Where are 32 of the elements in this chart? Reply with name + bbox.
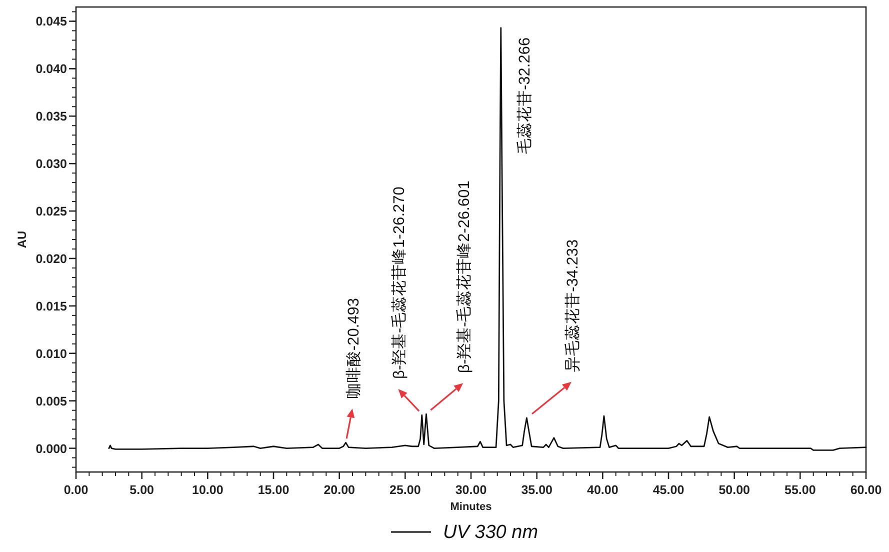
annotation: 异毛蕊花苷-34.233 bbox=[563, 239, 582, 372]
x-tick-label: 40.00 bbox=[587, 483, 618, 497]
y-tick-label: 0.015 bbox=[36, 299, 68, 314]
annotation: β-羟基-毛蕊花苷峰2-26.601 bbox=[455, 180, 474, 374]
legend-label: UV 330 nm bbox=[443, 522, 538, 543]
annotation: 毛蕊花苷-32.266 bbox=[515, 37, 534, 154]
y-tick-label: 0.010 bbox=[36, 346, 68, 361]
y-tick-label: 0.030 bbox=[36, 157, 68, 172]
y-tick-label: 0.000 bbox=[36, 442, 68, 456]
y-tick-label: 0.035 bbox=[36, 110, 68, 124]
x-tick-label: 15.00 bbox=[258, 483, 290, 497]
y-tick-label: 0.005 bbox=[36, 394, 68, 408]
y-tick-label: 0.040 bbox=[36, 62, 68, 76]
y-tick-label: 0.025 bbox=[36, 204, 68, 219]
x-tick-label: 25.00 bbox=[390, 483, 421, 497]
x-tick-label: 50.00 bbox=[718, 483, 750, 497]
x-tick-label: 10.00 bbox=[192, 483, 224, 497]
x-tick-label: 45.00 bbox=[652, 483, 684, 497]
annotation: 咖啡酸-20.493 bbox=[344, 298, 362, 399]
y-tick-label: 0.045 bbox=[36, 14, 68, 29]
x-tick-label: 5.00 bbox=[130, 483, 154, 497]
x-tick-label: 55.00 bbox=[784, 483, 816, 497]
x-axis-title: Minutes bbox=[450, 501, 492, 513]
x-tick-label: 60.00 bbox=[850, 483, 882, 497]
x-tick-label: 30.00 bbox=[455, 483, 487, 497]
x-tick-label: 35.00 bbox=[521, 483, 553, 497]
annotation: β-羟基-毛蕊花苷峰1-26.270 bbox=[390, 186, 408, 380]
x-tick-label: 0.00 bbox=[64, 483, 88, 497]
x-tick-label: 20.00 bbox=[324, 483, 356, 497]
y-tick-label: 0.020 bbox=[36, 252, 68, 266]
y-axis-title: AU bbox=[15, 230, 29, 248]
line-series bbox=[108, 27, 867, 451]
